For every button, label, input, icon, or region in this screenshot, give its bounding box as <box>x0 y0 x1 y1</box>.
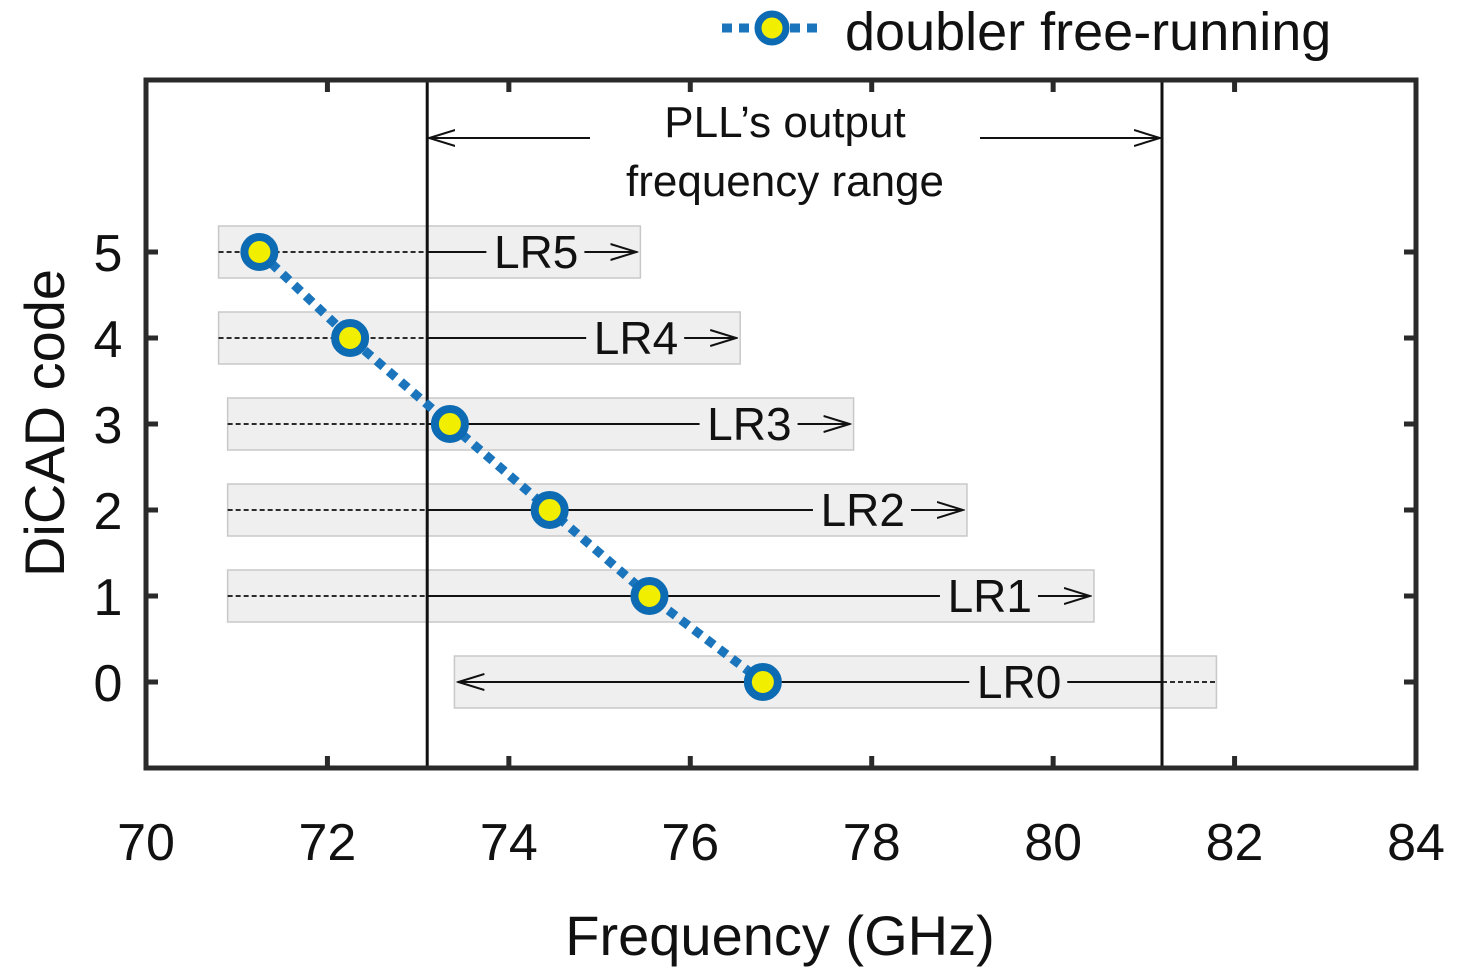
lock-range-label-bg-lr5 <box>486 228 585 276</box>
lock-range-label-lr1: LR1 <box>948 570 1032 622</box>
lock-range-label-bg-lr4 <box>586 314 685 362</box>
legend-marker <box>754 10 790 46</box>
x-tick-label-76: 76 <box>661 814 719 872</box>
y-tick-label-0: 0 <box>94 655 123 713</box>
y-axis-label: DiCAD code <box>13 269 76 577</box>
data-point-code-0 <box>743 663 782 701</box>
pll-range-label-line1: PLL’s output <box>664 98 905 147</box>
axes: 70 72 74 76 78 80 82 84 0 1 2 3 4 5 <box>94 77 1445 872</box>
x-axis-label: Frequency (GHz) <box>565 904 994 967</box>
data-point-code-4 <box>331 319 370 357</box>
y-tick-label-1: 1 <box>94 569 123 627</box>
x-tick-label-80: 80 <box>1024 814 1082 872</box>
lock-range-arrows: LR5 LR4 LR3 LR2 LR1 LR0 <box>218 226 1217 708</box>
series-doubler-free-running <box>240 233 782 701</box>
data-point-code-3 <box>430 405 469 443</box>
y-tick-label-3: 3 <box>94 397 123 455</box>
data-point-code-1 <box>630 577 669 615</box>
lock-range-label-lr0: LR0 <box>977 656 1061 708</box>
legend: doubler free-running <box>722 2 1331 62</box>
data-point-code-5 <box>240 233 279 271</box>
pll-range: PLL’s output frequency range <box>425 80 1164 768</box>
data-point-code-2 <box>530 491 569 529</box>
x-tick-label-72: 72 <box>299 814 357 872</box>
lock-range-label-lr3: LR3 <box>707 398 791 450</box>
lock-range-label-bg-lr1 <box>939 572 1038 620</box>
x-tick-label-70: 70 <box>117 814 175 872</box>
lock-range-label-bg-lr3 <box>699 400 798 448</box>
y-tick-label-2: 2 <box>94 483 123 541</box>
y-tick-label-5: 5 <box>94 225 123 283</box>
lock-range-label-lr5: LR5 <box>494 226 578 278</box>
series-line <box>256 248 766 686</box>
lock-range-bands <box>217 225 1218 709</box>
x-tick-label-84: 84 <box>1387 814 1445 872</box>
legend-label: doubler free-running <box>845 2 1331 62</box>
x-tick-label-82: 82 <box>1206 814 1264 872</box>
lock-range-label-lr2: LR2 <box>821 484 905 536</box>
x-tick-label-78: 78 <box>843 814 901 872</box>
lock-range-label-lr4: LR4 <box>594 312 678 364</box>
lock-range-label-bg-lr0 <box>969 658 1068 706</box>
y-tick-label-4: 4 <box>94 311 123 369</box>
x-tick-label-74: 74 <box>480 814 538 872</box>
pll-range-label-line2: frequency range <box>626 157 944 206</box>
lock-range-label-bg-lr2 <box>812 486 911 534</box>
